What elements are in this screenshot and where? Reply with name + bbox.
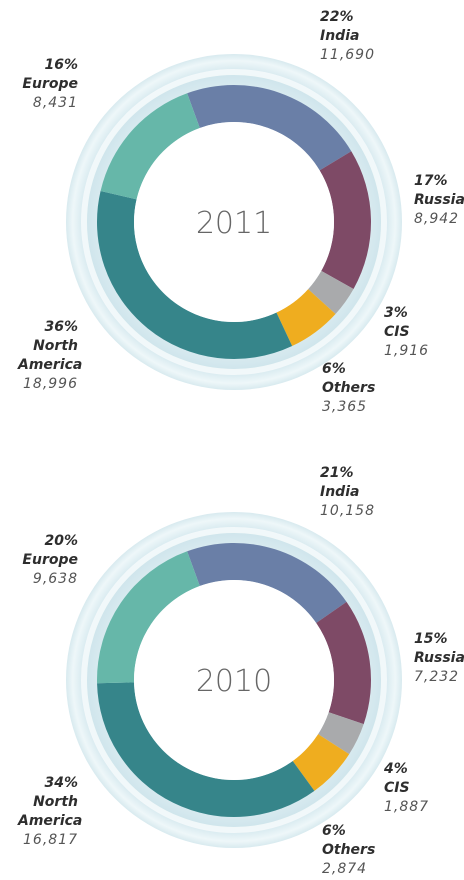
donut-center xyxy=(134,580,334,780)
value-label: 7,232 xyxy=(414,669,460,685)
category-label: Russia xyxy=(414,650,464,666)
donut-segment xyxy=(319,151,371,289)
segment-label: 16% Europe 8,431 xyxy=(0,56,78,113)
donut-segment xyxy=(308,270,354,314)
donut-segment xyxy=(318,712,364,755)
segment-label: 6% Others 3,365 xyxy=(322,360,412,417)
percent-label: 16% xyxy=(44,57,78,73)
category-label: Russia xyxy=(414,192,464,208)
category-label: North America xyxy=(18,794,83,829)
percent-label: 21% xyxy=(320,465,354,481)
value-label: 1,916 xyxy=(384,343,430,359)
value-label: 11,690 xyxy=(320,47,375,63)
value-label: 8,942 xyxy=(414,211,460,227)
percent-label: 36% xyxy=(44,319,78,335)
percent-label: 6% xyxy=(322,361,346,377)
segment-label: 34% North America 16,817 xyxy=(0,774,83,850)
percent-label: 17% xyxy=(414,173,448,189)
category-label: CIS xyxy=(384,324,410,340)
donut-segment xyxy=(276,289,336,347)
percent-label: 15% xyxy=(414,631,448,647)
category-label: Others xyxy=(322,380,376,396)
year-label: 2011 xyxy=(196,206,272,241)
segment-label: 4% CIS 1,887 xyxy=(384,760,464,817)
donut-center xyxy=(134,122,334,322)
glass-edge xyxy=(81,527,387,833)
segment-label: 22% India 11,690 xyxy=(320,8,410,65)
segment-label: 36% North America 18,996 xyxy=(0,318,83,394)
category-label: India xyxy=(320,484,360,500)
segment-label: 17% Russia 8,942 xyxy=(414,172,464,229)
value-label: 16,817 xyxy=(23,832,78,848)
category-label: Europe xyxy=(22,552,78,568)
percent-label: 20% xyxy=(44,533,78,549)
category-label: Others xyxy=(322,842,376,858)
segment-label: 15% Russia 7,232 xyxy=(414,630,464,687)
percent-label: 4% xyxy=(384,761,408,777)
value-label: 2,874 xyxy=(322,861,368,877)
value-label: 1,887 xyxy=(384,799,430,815)
percent-label: 22% xyxy=(320,9,354,25)
donut-segment xyxy=(187,84,352,171)
segment-label: 6% Others 2,874 xyxy=(322,822,412,879)
donut-segment xyxy=(97,190,293,359)
value-label: 3,365 xyxy=(322,399,368,415)
donut-segment xyxy=(292,734,350,791)
value-label: 8,431 xyxy=(32,95,78,111)
donut-segment xyxy=(97,682,315,818)
donut-segment xyxy=(97,551,200,684)
value-label: 18,996 xyxy=(23,376,78,392)
percent-label: 34% xyxy=(44,775,78,791)
donut-segment xyxy=(316,601,371,725)
category-label: India xyxy=(320,28,360,44)
donut-segment xyxy=(100,93,200,200)
segment-label: 20% Europe 9,638 xyxy=(0,532,78,589)
donut-segment xyxy=(187,543,347,623)
category-label: Europe xyxy=(22,76,78,92)
value-label: 9,638 xyxy=(32,571,78,587)
percent-label: 6% xyxy=(322,823,346,839)
percent-label: 3% xyxy=(384,305,408,321)
glass-edge xyxy=(81,69,387,375)
segment-label: 3% CIS 1,916 xyxy=(384,304,464,361)
year-label: 2010 xyxy=(196,664,272,699)
category-label: CIS xyxy=(384,780,410,796)
value-label: 10,158 xyxy=(320,503,375,519)
category-label: North America xyxy=(18,338,83,373)
segment-label: 21% India 10,158 xyxy=(320,464,410,521)
